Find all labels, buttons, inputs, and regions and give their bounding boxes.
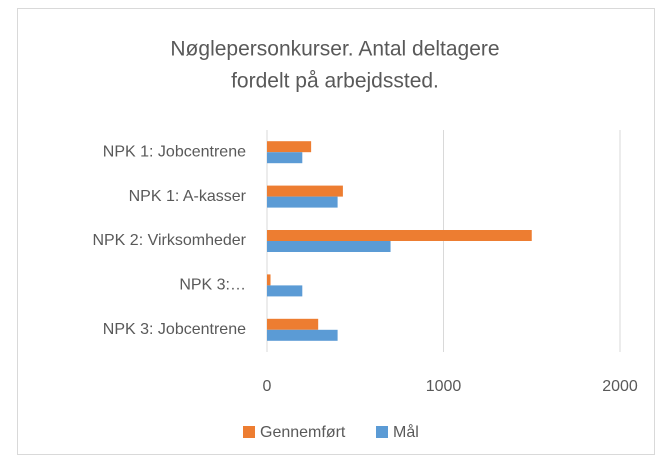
bar (267, 285, 303, 297)
x-tick-label: 0 (263, 378, 272, 395)
y-tick-label: NPK 3: Jobcentrene (103, 321, 246, 338)
bar (267, 152, 303, 164)
y-tick-label: NPK 2: Virksomheder (92, 232, 246, 249)
bar (267, 318, 319, 330)
bar (267, 329, 338, 341)
y-tick-label: NPK 3:… (179, 277, 246, 294)
bar (267, 230, 532, 241)
legend-label: Gennemført (260, 424, 346, 441)
bar (267, 274, 271, 286)
bar (267, 241, 391, 252)
bar (267, 141, 312, 153)
x-tick-label: 2000 (602, 378, 638, 395)
legend-swatch (376, 426, 388, 438)
legend-label: Mål (393, 423, 419, 441)
legend-swatch (243, 426, 255, 438)
bar (267, 196, 338, 208)
chart-title: Nøglepersonkurser. Antal deltagere (170, 38, 499, 61)
y-tick-label: NPK 1: A-kasser (129, 188, 247, 205)
chart-title: fordelt på arbejdssted. (231, 70, 439, 93)
bar (267, 185, 343, 197)
y-tick-label: NPK 1: Jobcentrene (103, 143, 246, 160)
x-tick-label: 1000 (426, 378, 462, 395)
